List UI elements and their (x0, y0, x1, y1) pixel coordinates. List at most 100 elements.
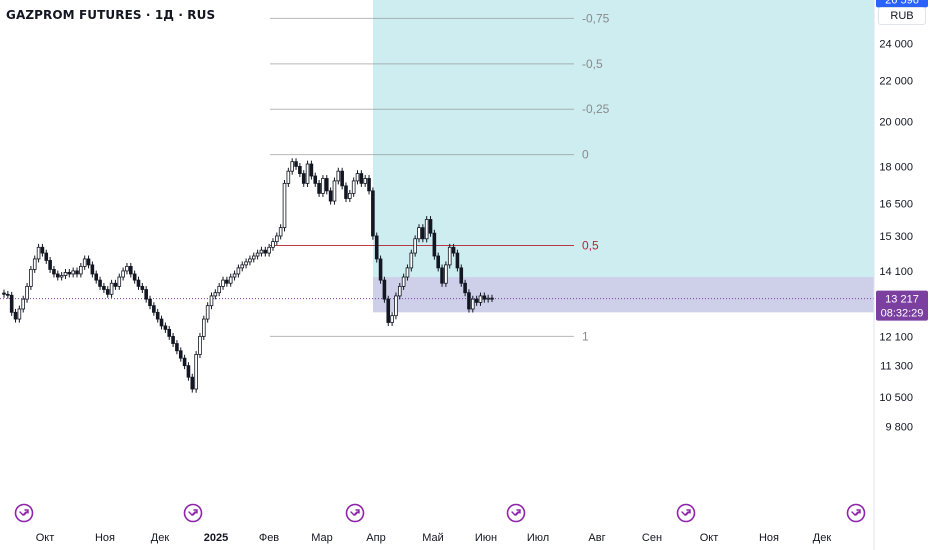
candle-body (255, 252, 260, 257)
candle-body (13, 311, 18, 320)
candle (447, 243, 452, 269)
candle (25, 282, 29, 303)
candle (71, 267, 75, 278)
candle (198, 332, 202, 359)
candle-body (417, 227, 421, 240)
candle-body (194, 354, 198, 390)
candle-body (152, 305, 156, 313)
candle (378, 255, 383, 284)
candle (213, 289, 218, 300)
candle (32, 255, 37, 273)
candle (13, 308, 18, 323)
candle-body (359, 173, 364, 184)
candle-body (29, 269, 33, 287)
fib-level-label: 1 (582, 329, 589, 343)
time-tick-label: Сен (642, 532, 662, 544)
candle-body (405, 267, 410, 278)
candle-body (6, 293, 10, 296)
candle-body (144, 289, 148, 300)
candle (474, 295, 479, 306)
candle (109, 279, 114, 298)
event-icon[interactable] (345, 503, 365, 523)
candle-body (444, 264, 448, 284)
candle (417, 224, 421, 243)
candle (305, 160, 310, 187)
candle-body (209, 295, 214, 307)
candle-body (17, 308, 22, 320)
candle (336, 167, 341, 185)
candle-body (432, 232, 437, 257)
candle-body (382, 279, 387, 300)
candle (459, 264, 464, 287)
candle-body (263, 249, 268, 254)
chart-title: GAZPROM FUTURES · 1Д · RUS (6, 8, 216, 22)
candle-body (55, 273, 60, 278)
candle (44, 249, 49, 264)
candle (148, 295, 152, 310)
price-tick-label: 10 500 (879, 392, 913, 404)
candle-body (36, 246, 41, 260)
candle (190, 373, 195, 393)
candle-body (186, 365, 191, 378)
candle (432, 229, 437, 260)
candle (159, 315, 164, 330)
candle-body (467, 292, 471, 310)
candle (186, 362, 191, 381)
event-icon[interactable] (846, 503, 866, 523)
fib-level-label: -0,75 (582, 11, 610, 25)
event-icon[interactable] (506, 503, 526, 523)
time-tick-label: Апр (366, 532, 385, 544)
event-icon[interactable] (183, 503, 203, 523)
candle (225, 276, 229, 287)
event-icon[interactable] (14, 503, 34, 523)
candle (255, 249, 260, 260)
candle-body (328, 190, 333, 202)
candle-body (371, 190, 375, 237)
candle-body (332, 180, 337, 202)
candle (182, 354, 187, 370)
candle-body (75, 270, 79, 275)
candle (202, 315, 206, 340)
candle-body (378, 258, 383, 281)
event-icon-circle (506, 503, 526, 523)
candle-body (221, 279, 225, 287)
candle (209, 292, 214, 310)
candle-body (205, 305, 210, 320)
candle (267, 243, 271, 257)
candle-body (305, 163, 310, 184)
candle (152, 302, 156, 316)
event-icon[interactable] (676, 503, 696, 523)
stop-loss-zone (373, 277, 874, 313)
candle-body (132, 273, 137, 281)
candle (163, 322, 168, 333)
bar-countdown: 08:32:29 (881, 308, 924, 320)
candle-body (259, 249, 264, 254)
candle (363, 175, 367, 187)
candle-body (32, 258, 37, 270)
event-icon-glyph (19, 509, 29, 516)
candle (382, 276, 387, 303)
candle (82, 255, 87, 270)
candle (171, 332, 175, 348)
event-icons-layer (14, 503, 866, 523)
time-tick-label: Окт (700, 532, 719, 544)
candle-body (113, 282, 118, 287)
candle-body (324, 178, 329, 192)
candle-body (48, 260, 52, 270)
candle-body (2, 292, 6, 295)
candle-body (394, 295, 398, 317)
current-price-tag (876, 290, 928, 321)
candle (390, 312, 394, 326)
price-tick-label: 14 100 (879, 266, 913, 278)
candle (90, 261, 95, 278)
candle-body (190, 376, 195, 390)
candle-body (447, 246, 452, 266)
event-icon-circle (14, 503, 34, 523)
currency-selector[interactable]: RUB (878, 7, 926, 25)
candle-body (40, 246, 45, 254)
candle (344, 182, 348, 203)
candle (55, 270, 60, 281)
